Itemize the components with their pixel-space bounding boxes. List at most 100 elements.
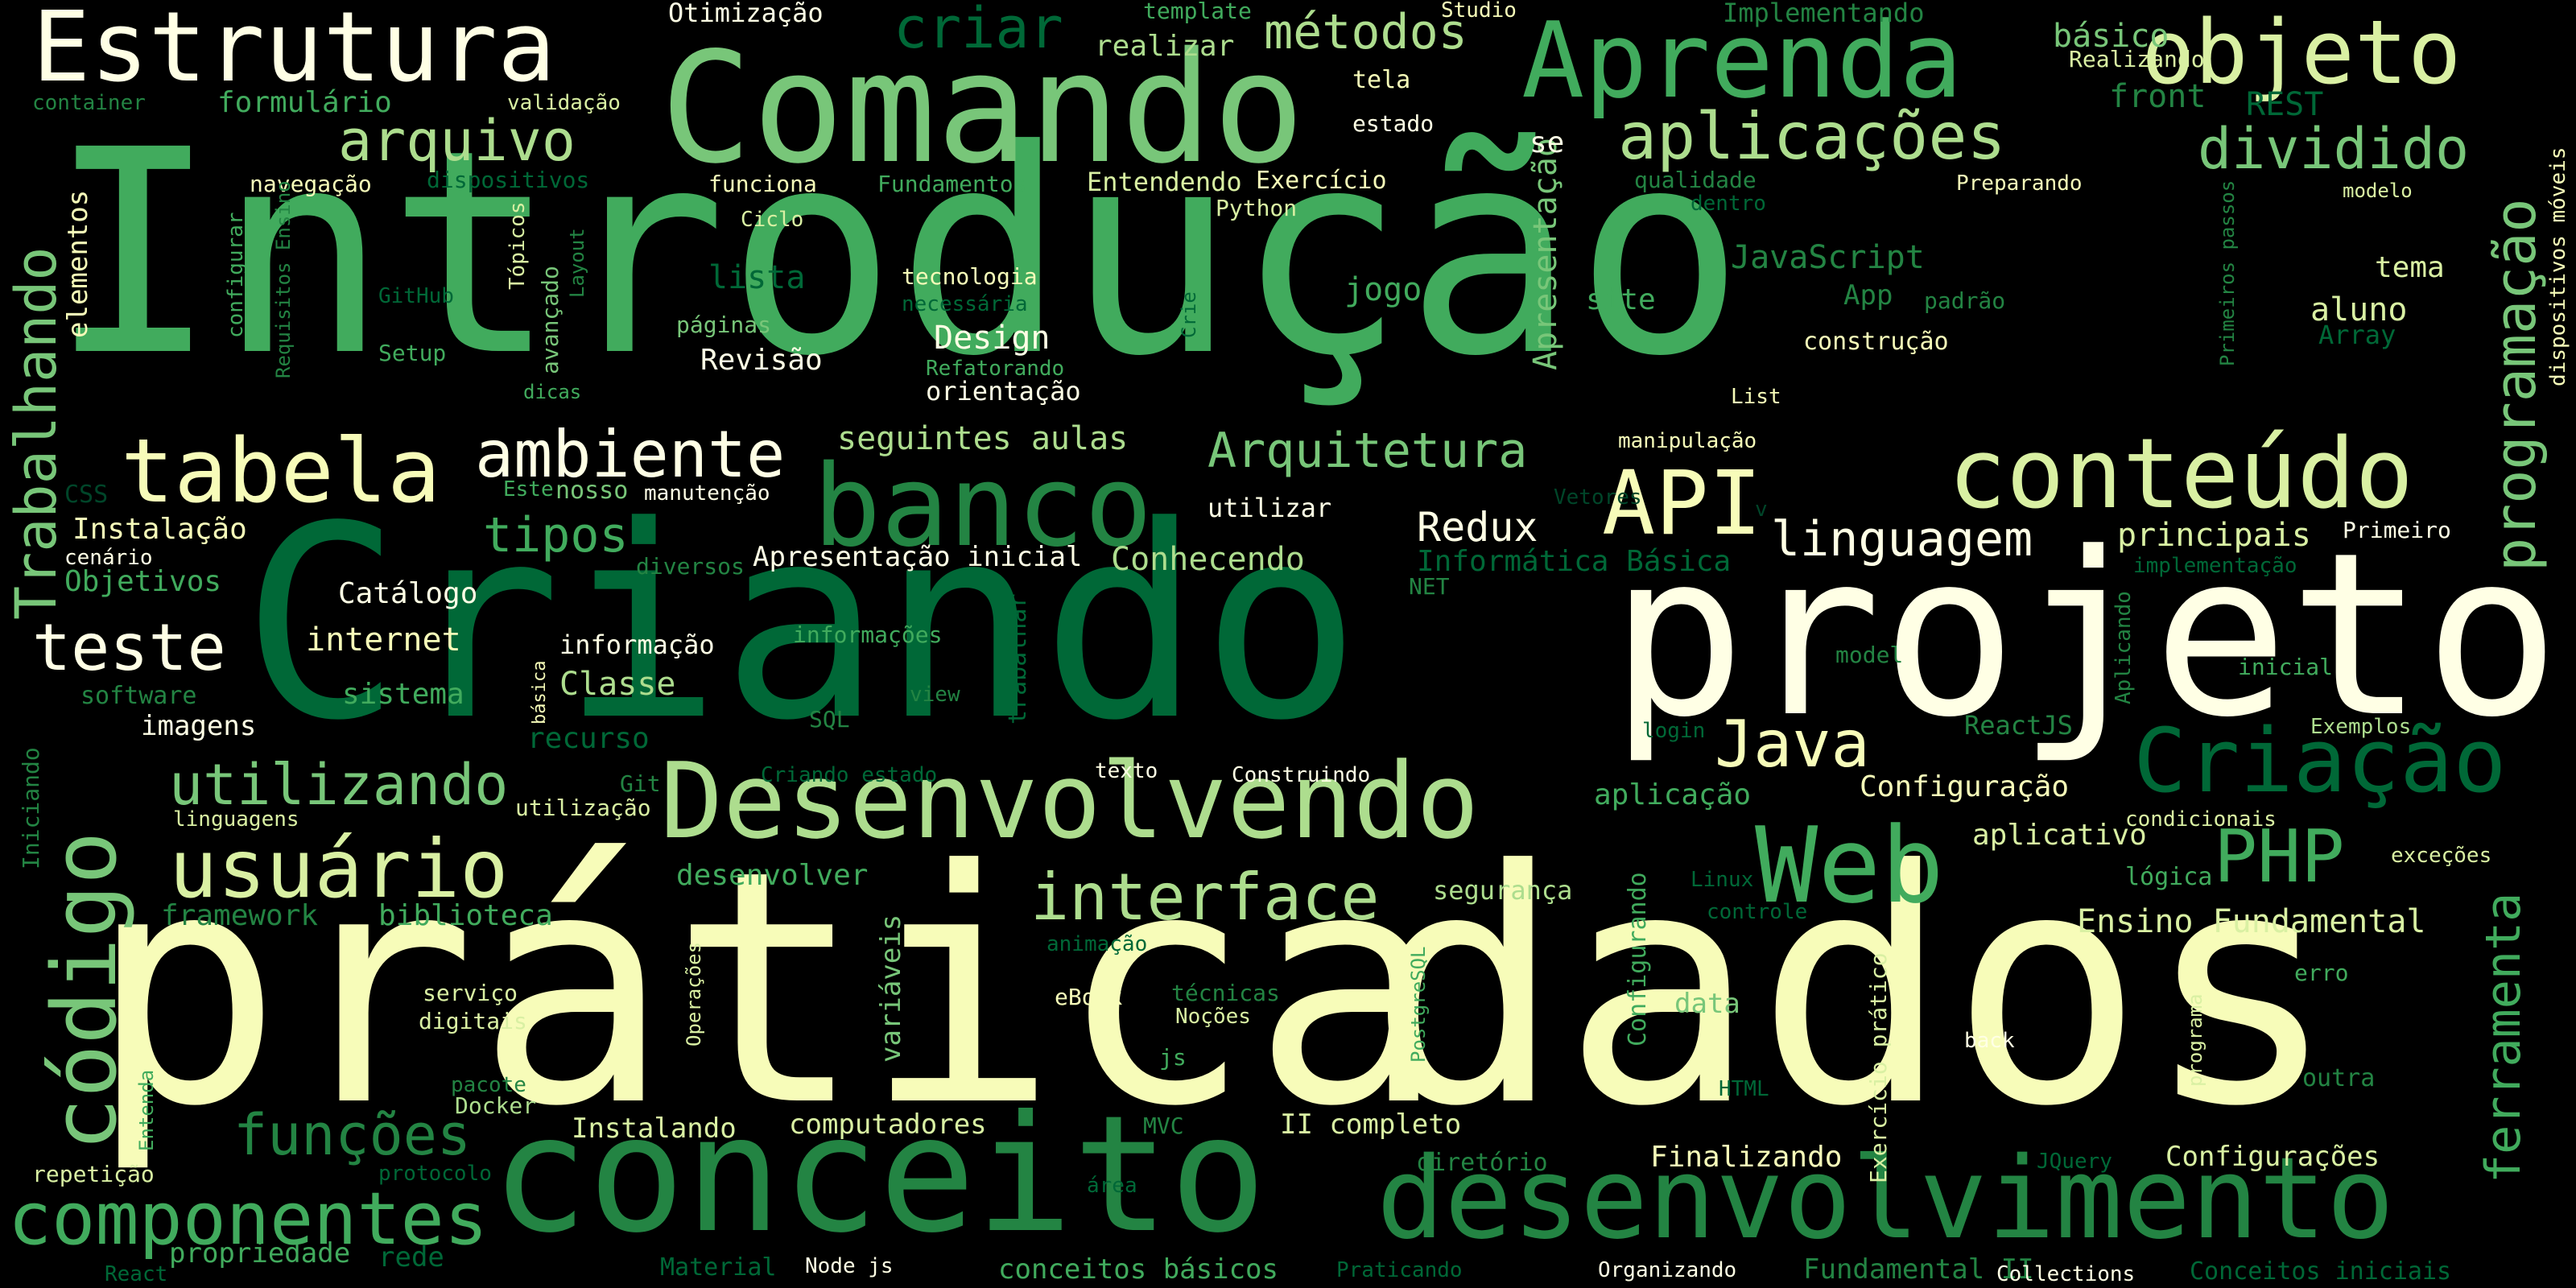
word-dividido: dividido: [2198, 116, 2470, 182]
word-studio: Studio: [1441, 0, 1517, 23]
word-v: v: [1755, 497, 1768, 522]
word-java: Java: [1715, 707, 1870, 782]
word-criar: criar: [894, 0, 1063, 61]
word-criando-estado: Criando estado: [761, 763, 938, 787]
word-otimizacao: Otimização: [668, 0, 824, 28]
word-apresentacao: Apresentação: [1527, 138, 1564, 370]
word-manutencao: manutenção: [644, 481, 770, 506]
word-exercicio-pratico: Exercício prático: [1865, 952, 1892, 1183]
word-dentro: dentro: [1690, 192, 1766, 216]
word-exercicio: Exercício: [1256, 167, 1387, 195]
word-condicionais: condicionais: [2125, 807, 2277, 832]
word-pratica: prática: [89, 803, 1446, 1177]
word-modelo: modelo: [2343, 180, 2413, 202]
word-se: se: [1530, 126, 1565, 159]
word-diversos: diversos: [636, 553, 745, 580]
word-js: js: [1159, 1044, 1187, 1071]
word-tecnicas: técnicas: [1171, 980, 1280, 1006]
word-instalacao: Instalação: [72, 513, 247, 546]
word-docker: Docker: [455, 1092, 537, 1119]
word-objeto: objeto: [2141, 1, 2462, 104]
word-paginas: páginas: [676, 312, 772, 338]
word-ambiente: ambiente: [475, 417, 786, 492]
word-postgresql: PostgreSQL: [1407, 946, 1430, 1063]
word-node-js: Node js: [805, 1254, 894, 1278]
word-repeticao: repetição: [32, 1161, 155, 1187]
word-sistema: sistema: [342, 678, 464, 711]
word-site: site: [1586, 283, 1656, 316]
word-aplicativo: aplicativo: [1972, 819, 2147, 852]
word-variaveis: variáveis: [875, 914, 907, 1063]
word-conceitos-iniciais: Conceitos iniciais: [2190, 1257, 2452, 1286]
word-iniciando: Iniciando: [18, 747, 44, 869]
word-excecoes: exceções: [2391, 844, 2492, 868]
word-aplicacao: aplicação: [1594, 778, 1752, 811]
word-digitais: digitais: [419, 1008, 527, 1034]
word-setup: Setup: [378, 340, 447, 366]
word-conteudo: conteúdo: [1948, 419, 2413, 530]
word-exemplos: Exemplos: [2310, 715, 2412, 739]
word-ensino-fundamental: Ensino Fundamental: [2077, 903, 2426, 940]
word-collections: Collections: [1996, 1262, 2136, 1286]
word-tela: tela: [1352, 66, 1411, 94]
word-preparando: Preparando: [1956, 171, 2083, 196]
word-controle: controle: [1707, 900, 1808, 924]
word-basico: básico: [2053, 18, 2169, 55]
word-login: login: [1642, 719, 1706, 743]
word-conceitos-basicos: conceitos básicos: [998, 1253, 1278, 1286]
word-css: CSS: [64, 481, 109, 509]
word-funciona: funciona: [708, 171, 817, 197]
word-configurar: configurar: [224, 212, 248, 338]
word-componentes: componentes: [8, 1177, 489, 1261]
word-inicial: inicial: [2238, 654, 2334, 680]
word-topicos: Tópicos: [506, 201, 530, 290]
word-list: List: [1731, 385, 1781, 409]
word-metodos: métodos: [1264, 4, 1468, 60]
word-model: model: [1835, 642, 1904, 668]
word-dicas: dicas: [523, 381, 582, 403]
word-basica: básica: [530, 660, 550, 724]
word-entendendo: Entendendo: [1087, 167, 1242, 197]
word-catalogo: Catálogo: [338, 577, 478, 610]
word-html: HTML: [1719, 1077, 1769, 1101]
word-utilizacao: utilização: [515, 795, 651, 821]
word-interface: interface: [1030, 860, 1380, 935]
word-codigo: código: [33, 831, 136, 1151]
word-area: área: [1087, 1174, 1137, 1198]
word-organizando: Organizando: [1598, 1258, 1737, 1282]
word-crie: Crie: [1178, 291, 1200, 338]
word-praticando: Praticando: [1336, 1258, 1463, 1282]
word-conhecendo: Conhecendo: [1111, 541, 1305, 578]
word-nocoes: Noções: [1175, 1005, 1251, 1029]
word-jquery: JQuery: [2037, 1150, 2112, 1174]
word-implementando: Implementando: [1723, 0, 1925, 28]
word-construcao: construção: [1803, 328, 1949, 356]
word-vetores: Vetores: [1554, 485, 1642, 510]
word-redux: Redux: [1417, 504, 1538, 551]
word-este: Este: [503, 477, 554, 502]
word-refatorando: Refatorando: [926, 357, 1065, 381]
word-teste: teste: [32, 610, 226, 685]
word-fundamental-ii: Fundamental II: [1803, 1253, 2034, 1286]
word-sql: SQL: [809, 706, 850, 733]
word-navegacao: navegação: [250, 171, 372, 197]
word-criacao: Criação: [2133, 709, 2507, 812]
word-realizando: Realizando: [2069, 46, 2205, 72]
word-web: Web: [1755, 804, 1944, 927]
word-manipulacao: manipulação: [1618, 429, 1757, 453]
word-dispositivos-moveis: dispositivos móveis: [2546, 147, 2570, 386]
word-informacao: informação: [559, 630, 715, 660]
word-conceito: conceito: [491, 1081, 1267, 1269]
word-tecnologia: tecnologia: [902, 263, 1038, 290]
word-funcoes: funções: [233, 1102, 472, 1168]
word-javascript: JavaScript: [1731, 239, 1925, 276]
word-aplicando: Aplicando: [2112, 591, 2136, 704]
word-aplicacoes: aplicações: [1618, 99, 2006, 174]
word-texto: texto: [1095, 759, 1158, 783]
word-formulario: formulário: [217, 86, 392, 119]
word-orientacao: orientação: [926, 376, 1081, 407]
word-informacoes: informações: [793, 621, 943, 648]
word-qualidade: qualidade: [1634, 167, 1757, 193]
word-ciclo: Ciclo: [741, 208, 804, 232]
word-desenvolvimento: desenvolvimento: [1377, 1133, 2395, 1265]
